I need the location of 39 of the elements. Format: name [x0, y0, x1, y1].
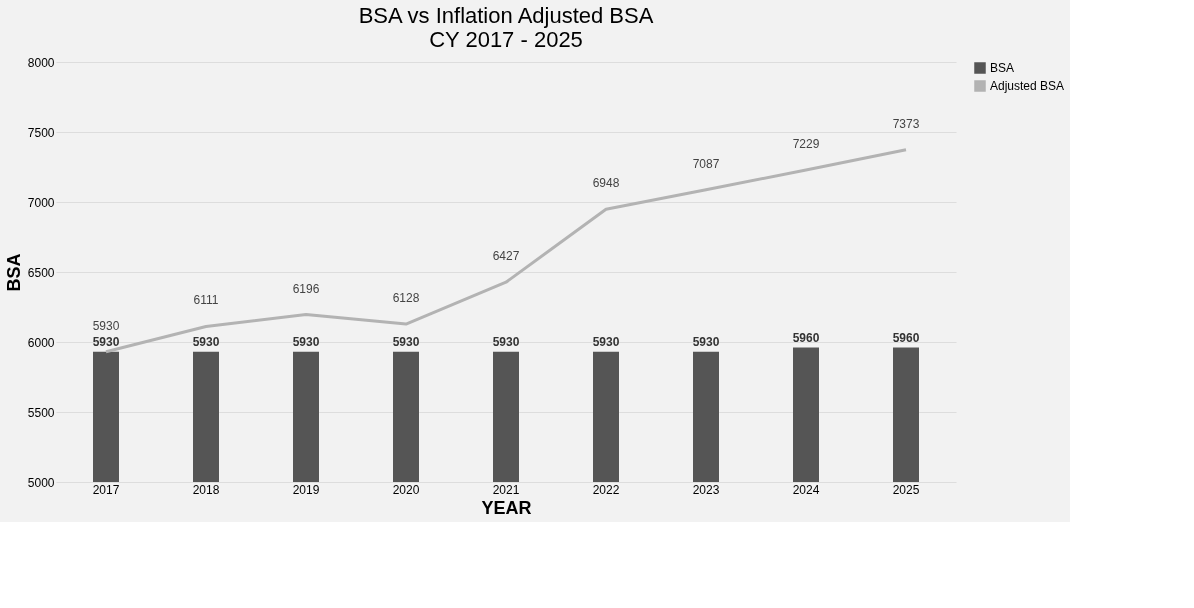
chart-title: BSA vs Inflation Adjusted BSA CY 2017 - 2025 [358, 3, 654, 52]
x-tick-label: 2020 [392, 482, 420, 497]
x-tick-label: 2019 [292, 482, 320, 497]
y-tick-label: 7000 [27, 195, 55, 210]
x-tick-label: 2022 [592, 482, 620, 497]
y-tick-label: 5000 [27, 475, 55, 490]
data-label: 5930 [392, 334, 420, 349]
data-label: 7373 [892, 116, 920, 131]
x-axis-title: YEAR [481, 497, 532, 518]
data-label: 5930 [92, 334, 120, 349]
data-label: 7087 [692, 156, 720, 171]
data-label: 6427 [492, 249, 520, 264]
data-label: 5960 [792, 330, 820, 345]
y-tick-label: 6500 [27, 265, 55, 280]
data-label: 5930 [92, 318, 120, 333]
data-label: 6948 [592, 176, 620, 191]
data-label: 7229 [792, 136, 820, 151]
data-label: 5930 [592, 334, 620, 349]
data-label: 6128 [392, 291, 420, 306]
y-tick-label: 7500 [27, 125, 55, 140]
x-tick-label: 2023 [692, 482, 720, 497]
data-label: 5960 [892, 330, 920, 345]
legend-label: BSA [990, 61, 1015, 75]
x-tick-label: 2024 [792, 482, 820, 497]
y-tick-label: 6000 [27, 335, 55, 350]
x-tick-label: 2018 [192, 482, 220, 497]
y-axis-title: BSA [3, 253, 24, 292]
y-tick-label: 8000 [27, 55, 55, 70]
y-tick-label: 5500 [27, 405, 55, 420]
data-label: 5930 [492, 334, 520, 349]
x-tick-label: 2017 [92, 482, 120, 497]
data-label: 5930 [292, 334, 320, 349]
x-tick-label: 2025 [892, 482, 920, 497]
x-tick-label: 2021 [492, 482, 520, 497]
data-label: 5930 [692, 334, 720, 349]
data-label: 5930 [192, 334, 220, 349]
data-label: 6111 [193, 293, 219, 308]
data-label: 6196 [292, 281, 320, 296]
legend-label: Adjusted BSA [990, 79, 1065, 93]
